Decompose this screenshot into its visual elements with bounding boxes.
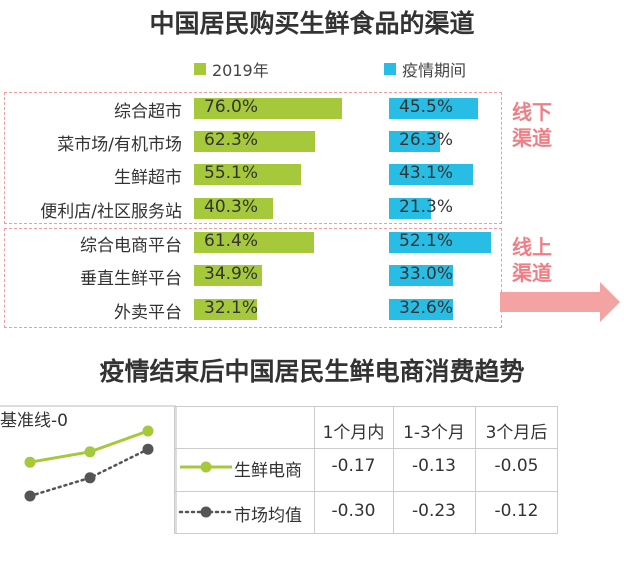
- bar-pandemic: [389, 198, 431, 219]
- bar-value-2019: 62.3%: [204, 130, 259, 150]
- category-label: 垂直生鲜平台: [80, 269, 182, 289]
- table-grid-line: [314, 406, 315, 534]
- bar-value-pandemic: 45.5%: [399, 97, 454, 117]
- table-value: -0.23: [412, 501, 456, 521]
- channel-group-box: [4, 92, 502, 224]
- table-series-name: 生鲜电商: [234, 461, 302, 481]
- legend-swatch-2019: [194, 63, 206, 75]
- chart-title: 中国居民购买生鲜食品的渠道: [149, 9, 475, 38]
- bar-2019: [194, 265, 263, 286]
- trend-point: [24, 490, 36, 502]
- trend-point: [24, 456, 36, 468]
- table-column-header: 1个月内: [322, 423, 385, 443]
- table-value: -0.13: [412, 456, 456, 476]
- category-label: 便利店/社区服务站: [40, 202, 182, 222]
- trend-title: 疫情结束后中国居民生鲜电商消费趋势: [99, 357, 525, 386]
- bar-value-2019: 32.1%: [204, 298, 259, 318]
- bar-pandemic: [389, 131, 441, 152]
- bar-value-2019: 55.1%: [204, 163, 259, 183]
- table-value: -0.12: [494, 501, 539, 521]
- bar-value-pandemic: 21.3%: [399, 197, 454, 217]
- table-series-name: 市场均值: [234, 506, 302, 526]
- table-grid-line: [557, 406, 558, 534]
- legend-item-pandemic: 疫情期间: [384, 58, 466, 80]
- category-label: 生鲜超市: [114, 168, 182, 188]
- channel-group-box: [4, 228, 502, 328]
- arrow-right-icon: [500, 282, 620, 322]
- legend-item-2019: 2019年: [194, 58, 269, 80]
- channel-group-label-line: 渠道: [512, 126, 552, 150]
- category-label: 综合超市: [114, 102, 182, 122]
- bar-value-pandemic: 52.1%: [399, 231, 454, 251]
- category-label: 综合电商平台: [80, 236, 182, 256]
- channel-group-label: 线上 渠道: [512, 234, 552, 286]
- table-value: -0.30: [331, 501, 376, 521]
- bar-value-pandemic: 43.1%: [399, 163, 454, 183]
- legend-label-pandemic: 疫情期间: [402, 61, 467, 80]
- channel-group-label: 线下 渠道: [512, 99, 552, 151]
- bar-2019: [194, 198, 273, 219]
- table-grid-line: [393, 406, 394, 534]
- trend-point: [84, 446, 96, 458]
- table-value: -0.05: [494, 456, 539, 476]
- bar-value-2019: 61.4%: [204, 231, 259, 251]
- bar-2019: [194, 98, 343, 119]
- bar-pandemic: [389, 265, 454, 286]
- table-column-header: 3个月后: [485, 423, 548, 443]
- baseline-label: 基准线-0: [0, 411, 68, 431]
- trend-line-svg: 基准线-0: [0, 405, 177, 534]
- channel-group-label-line: 线下: [512, 100, 552, 124]
- bar-value-pandemic: 32.6%: [399, 298, 454, 318]
- bar-pandemic: [389, 164, 474, 185]
- legend-swatch-pandemic: [384, 63, 396, 75]
- bar-value-2019: 34.9%: [204, 264, 259, 284]
- channel-group-label-line: 线上: [512, 235, 552, 259]
- table-grid-line: [174, 491, 558, 492]
- bar-value-2019: 40.3%: [204, 197, 259, 217]
- bar-pandemic: [389, 98, 478, 119]
- channel-group-label-line: 渠道: [512, 261, 552, 285]
- bar-2019: [194, 164, 302, 185]
- table-grid-line: [475, 406, 476, 534]
- bar-2019: [194, 299, 257, 320]
- trend-point: [142, 443, 154, 455]
- table-series-marker: [180, 461, 232, 473]
- bar-value-2019: 76.0%: [204, 97, 259, 117]
- table-grid-line: [174, 533, 558, 534]
- bar-value-pandemic: 26.3%: [399, 130, 454, 150]
- category-label: 外卖平台: [114, 303, 182, 323]
- table-grid-line: [174, 448, 558, 449]
- table-column-header: 1-3个月: [403, 423, 465, 443]
- trend-table: 1个月内 1-3个月 3个月后生鲜电商 -0.17 -0.13 -0.05 市场均值 -0.3…: [174, 406, 558, 534]
- bar-2019: [194, 232, 314, 253]
- bar-pandemic: [389, 299, 453, 320]
- bar-pandemic: [389, 232, 491, 253]
- table-value: -0.17: [331, 456, 376, 476]
- bar-2019: [194, 131, 316, 152]
- table-series-marker: [178, 506, 234, 518]
- legend-label-2019: 2019年: [212, 61, 269, 80]
- bar-value-pandemic: 33.0%: [399, 264, 454, 284]
- trend-point: [142, 425, 154, 437]
- trend-point: [84, 472, 96, 484]
- category-label: 菜市场/有机市场: [57, 135, 182, 155]
- table-grid-line: [174, 406, 175, 534]
- table-grid-line: [174, 406, 558, 407]
